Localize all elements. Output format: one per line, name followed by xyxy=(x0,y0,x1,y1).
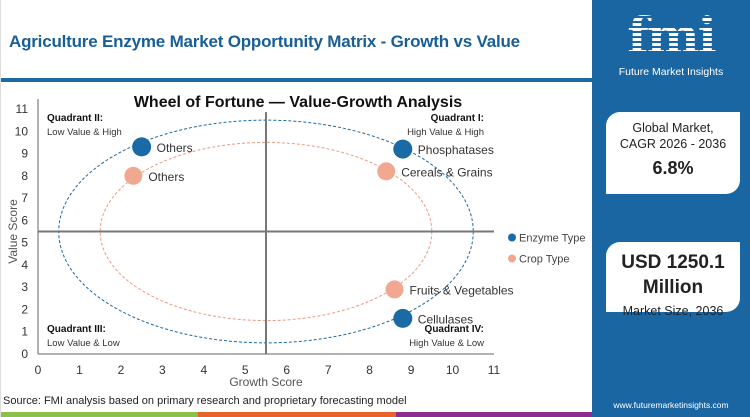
market-size-value-2: Million xyxy=(642,277,704,298)
data-point xyxy=(385,280,404,299)
y-tick-label: 5 xyxy=(21,236,28,250)
y-tick-label: 0 xyxy=(21,347,28,361)
data-label: Fruits & Vegetables xyxy=(410,283,514,297)
x-tick-label: 11 xyxy=(488,363,501,377)
main-panel: Agriculture Enzyme Market Opportunity Ma… xyxy=(0,0,593,417)
quadrant-title: Quadrant IV: xyxy=(425,324,484,335)
x-tick-label: 4 xyxy=(200,363,207,377)
x-tick-label: 0 xyxy=(35,363,42,377)
y-tick-label: 4 xyxy=(21,258,28,272)
y-tick-label: 10 xyxy=(15,124,29,138)
title-divider xyxy=(1,78,593,82)
x-tick-label: 7 xyxy=(325,363,332,377)
source-note: Source: FMI analysis based on primary re… xyxy=(3,395,407,407)
quadrant-desc: High Value & Low xyxy=(409,338,484,349)
quadrant-desc: High Value & High xyxy=(407,127,484,138)
data-point xyxy=(377,162,396,181)
scatter-chart: Wheel of Fortune — Value-Growth Analysis… xyxy=(6,94,585,389)
cagr-card: Global Market, CAGR 2026 - 2036 6.8% xyxy=(606,112,740,194)
data-label: Others xyxy=(157,141,193,155)
logo-mark: fmi xyxy=(592,8,750,64)
x-tick-label: 5 xyxy=(242,363,249,377)
x-axis-label: Growth Score xyxy=(229,375,303,389)
y-axis-label: Value Score xyxy=(6,199,20,264)
x-tick-label: 3 xyxy=(159,363,166,377)
y-tick-label: 1 xyxy=(21,325,28,339)
website-link[interactable]: www.futuremarketinsights.com xyxy=(613,400,729,410)
data-label: Others xyxy=(148,170,184,184)
logo-text: Future Market Insights xyxy=(618,66,724,78)
x-tick-label: 9 xyxy=(408,363,415,377)
legend-label: Crop Type xyxy=(519,254,570,266)
cagr-label-1: Global Market, xyxy=(632,121,714,135)
y-tick-label: 11 xyxy=(16,102,29,116)
y-tick-label: 8 xyxy=(21,169,28,183)
market-size-card: USD 1250.1 Million Market Size, 2036 xyxy=(606,242,740,318)
bottom-color-bar xyxy=(1,412,593,417)
data-label: Cellulases xyxy=(418,312,473,326)
cagr-label-2: CAGR 2026 - 2036 xyxy=(619,137,727,151)
quadrant-desc: Low Value & Low xyxy=(47,338,120,349)
x-tick-label: 10 xyxy=(446,363,460,377)
legend-marker xyxy=(508,254,516,263)
x-tick-label: 8 xyxy=(366,363,373,377)
x-tick-label: 6 xyxy=(283,363,290,377)
cagr-value: 6.8% xyxy=(652,158,694,178)
legend-label: Enzyme Type xyxy=(519,233,585,245)
data-label: Cereals & Grains xyxy=(401,165,492,179)
x-tick-label: 2 xyxy=(118,363,125,377)
quadrant-title: Quadrant I: xyxy=(431,113,484,124)
legend-marker xyxy=(508,233,516,242)
y-tick-label: 7 xyxy=(21,191,28,205)
data-label: Phosphatases xyxy=(418,143,494,157)
quadrant-title: Quadrant III: xyxy=(47,324,106,335)
side-panel: fmi Future Market Insights Global Market… xyxy=(592,0,750,417)
data-point xyxy=(124,166,143,185)
bottom-bar-segment xyxy=(395,412,593,417)
page-title: Agriculture Enzyme Market Opportunity Ma… xyxy=(9,32,520,51)
x-tick-label: 1 xyxy=(76,363,83,377)
fmi-logo: fmi Future Market Insights xyxy=(592,8,750,79)
chart-title: Wheel of Fortune — Value-Growth Analysis xyxy=(134,94,462,111)
quadrant-desc: Low Value & High xyxy=(47,127,122,138)
market-size-value-1: USD 1250.1 xyxy=(621,252,725,273)
data-point xyxy=(393,139,413,159)
y-tick-label: 3 xyxy=(21,280,28,294)
market-size-label: Market Size, 2036 xyxy=(622,304,724,318)
bottom-bar-segment xyxy=(198,412,396,417)
quadrant-title: Quadrant II: xyxy=(47,113,103,124)
y-tick-label: 2 xyxy=(21,302,28,316)
y-tick-label: 9 xyxy=(21,147,28,161)
data-point xyxy=(132,137,152,157)
bottom-bar-segment xyxy=(1,412,199,417)
y-tick-label: 6 xyxy=(21,213,28,227)
data-point xyxy=(393,308,413,328)
